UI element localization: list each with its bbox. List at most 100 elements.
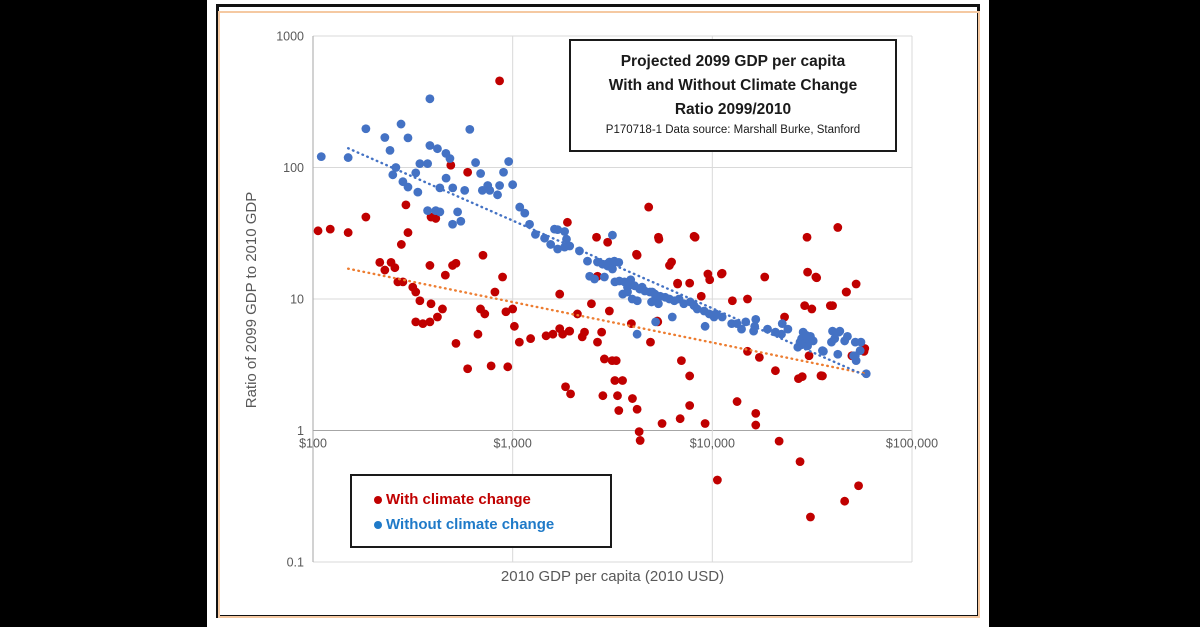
data-point-with-climate-change	[478, 250, 488, 260]
data-point-without-climate-change	[508, 180, 518, 190]
data-point-with-climate-change	[685, 278, 695, 288]
data-point-with-climate-change	[375, 257, 385, 267]
data-point-with-climate-change	[807, 304, 817, 314]
data-point-without-climate-change	[562, 234, 571, 244]
data-point-without-climate-change	[411, 168, 421, 178]
data-point-with-climate-change	[618, 376, 627, 385]
data-point-with-climate-change	[425, 317, 435, 327]
data-point-without-climate-change	[692, 304, 702, 314]
data-point-with-climate-change	[696, 291, 706, 301]
data-point-without-climate-change	[380, 133, 390, 142]
data-point-without-climate-change	[614, 257, 624, 267]
chart-title-line-2: With and Without Climate Change	[608, 77, 858, 95]
data-point-with-climate-change	[804, 351, 814, 361]
data-point-with-climate-change	[717, 268, 727, 278]
data-point-without-climate-change	[456, 216, 466, 226]
data-point-without-climate-change	[495, 181, 504, 190]
data-point-with-climate-change	[401, 200, 411, 210]
data-point-without-climate-change	[667, 312, 677, 322]
data-point-with-climate-change	[685, 401, 695, 410]
data-point-without-climate-change	[737, 324, 746, 334]
data-point-without-climate-change	[316, 152, 326, 162]
legend-label-with: With climate change	[386, 491, 531, 508]
data-point-with-climate-change	[851, 279, 861, 289]
x-tick-label: $100,000	[886, 437, 938, 451]
legend-item-with-climate-change: With climate change	[374, 487, 610, 512]
data-point-with-climate-change	[712, 475, 722, 485]
chart-title-line-1: Projected 2099 GDP per capita	[620, 53, 846, 70]
data-point-without-climate-change	[476, 169, 486, 178]
data-point-without-climate-change	[546, 240, 556, 249]
data-point-with-climate-change	[667, 257, 676, 267]
data-point-without-climate-change	[435, 207, 445, 217]
data-point-without-climate-change	[520, 208, 530, 218]
trendline-without-climate-change	[346, 147, 868, 378]
chart-canvas: 1000 100 10 1 0.1 $100 $1,000 $10,000 $100,000 R…	[207, 0, 989, 627]
data-point-with-climate-change	[396, 240, 406, 249]
data-point-with-climate-change	[833, 223, 843, 232]
data-point-without-climate-change	[425, 94, 435, 104]
data-point-without-climate-change	[856, 337, 866, 347]
chart-title-box: Projected 2099 GDP per capita With and W…	[569, 39, 897, 152]
data-point-with-climate-change	[854, 481, 863, 491]
data-point-with-climate-change	[800, 301, 810, 311]
x-axis-title: 2010 GDP per capita (2010 USD)	[500, 568, 725, 585]
data-point-with-climate-change	[514, 337, 524, 347]
data-point-with-climate-change	[634, 427, 644, 437]
data-point-without-climate-change	[835, 326, 845, 336]
data-point-without-climate-change	[423, 159, 433, 169]
legend-item-without-climate-change: Without climate change	[374, 512, 610, 537]
data-point-with-climate-change	[380, 265, 390, 275]
data-point-with-climate-change	[565, 326, 575, 336]
data-point-with-climate-change	[343, 228, 353, 237]
data-point-without-climate-change	[460, 185, 470, 195]
data-point-with-climate-change	[390, 263, 400, 273]
data-point-with-climate-change	[774, 436, 784, 446]
x-tick-label: $100	[299, 437, 327, 451]
data-point-with-climate-change	[614, 406, 624, 415]
data-point-with-climate-change	[440, 270, 450, 280]
data-point-without-climate-change	[851, 356, 861, 366]
data-point-with-climate-change	[598, 391, 608, 401]
data-point-with-climate-change	[438, 304, 447, 314]
data-point-with-climate-change	[818, 371, 827, 381]
data-point-with-climate-change	[795, 457, 805, 467]
data-point-without-climate-change	[833, 349, 843, 359]
data-point-without-climate-change	[465, 124, 475, 134]
data-point-without-climate-change	[777, 329, 786, 339]
data-point-with-climate-change	[587, 299, 596, 309]
data-point-without-climate-change	[448, 219, 457, 229]
trendline-with-climate-change	[346, 267, 868, 375]
data-point-with-climate-change	[313, 226, 323, 236]
chart-inner-frame	[218, 11, 980, 618]
data-point-without-climate-change	[525, 219, 534, 229]
data-point-with-climate-change	[675, 414, 685, 424]
blue-dot-icon	[374, 520, 382, 529]
data-point-with-climate-change	[751, 420, 761, 430]
data-point-with-climate-change	[727, 296, 737, 306]
data-point-with-climate-change	[771, 366, 780, 376]
data-point-with-climate-change	[446, 160, 456, 170]
data-point-without-climate-change	[783, 324, 793, 334]
data-point-with-climate-change	[751, 408, 761, 418]
data-point-with-climate-change	[566, 389, 575, 399]
data-point-without-climate-change	[751, 314, 761, 324]
data-point-without-climate-change	[560, 227, 569, 236]
data-point-with-climate-change	[780, 312, 789, 322]
data-point-without-climate-change	[433, 144, 442, 154]
data-point-with-climate-change	[411, 287, 421, 297]
data-point-with-climate-change	[426, 299, 436, 309]
data-point-with-climate-change	[803, 267, 812, 277]
data-point-with-climate-change	[561, 382, 570, 392]
data-point-without-climate-change	[843, 331, 852, 341]
data-point-without-climate-change	[808, 336, 818, 346]
data-point-with-climate-change	[418, 319, 428, 329]
data-point-without-climate-change	[553, 244, 563, 254]
y-tick-label: 1000	[276, 30, 304, 44]
data-point-with-climate-change	[555, 289, 565, 299]
data-point-without-climate-change	[763, 324, 772, 334]
y-tick-label: 0.1	[287, 556, 304, 570]
data-point-with-climate-change	[411, 317, 421, 327]
data-point-with-climate-change	[685, 371, 695, 381]
data-point-with-climate-change	[628, 394, 637, 403]
